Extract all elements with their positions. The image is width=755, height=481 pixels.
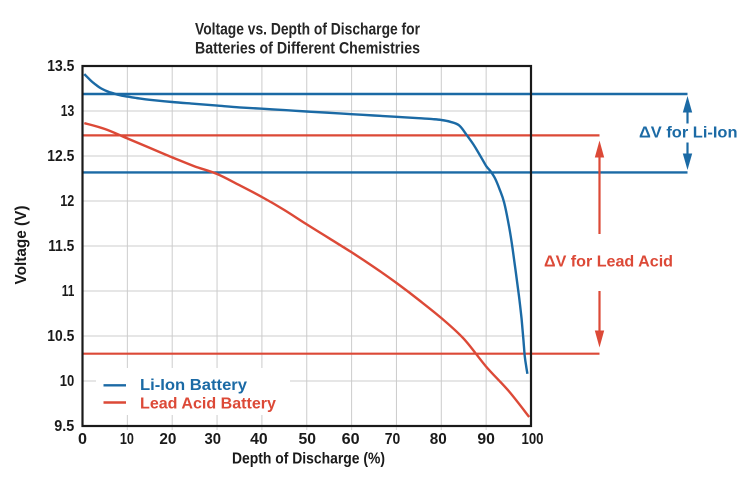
svg-text:100: 100: [522, 431, 544, 448]
svg-text:11: 11: [62, 283, 75, 300]
svg-text:9.5: 9.5: [54, 418, 74, 435]
svg-text:ΔV for Lead Acid: ΔV for Lead Acid: [544, 254, 673, 271]
svg-text:90: 90: [477, 431, 495, 448]
svg-text:ΔV for Li-Ion: ΔV for Li-Ion: [639, 125, 738, 142]
svg-text:20: 20: [159, 431, 176, 448]
svg-text:Li-Ion Battery: Li-Ion Battery: [140, 377, 247, 394]
svg-text:0: 0: [78, 431, 87, 448]
svg-text:Depth of Discharge (%): Depth of Discharge (%): [232, 450, 385, 467]
svg-text:13: 13: [61, 103, 75, 120]
svg-text:40: 40: [250, 431, 268, 448]
svg-text:Batteries of Different Chemist: Batteries of Different Chemistries: [195, 40, 420, 58]
svg-text:30: 30: [205, 431, 222, 448]
svg-text:80: 80: [430, 431, 447, 448]
svg-text:10.5: 10.5: [47, 328, 74, 345]
svg-text:10: 10: [120, 431, 134, 448]
svg-text:13.5: 13.5: [47, 58, 74, 75]
svg-text:Lead Acid Battery: Lead Acid Battery: [140, 395, 276, 412]
svg-text:12.5: 12.5: [47, 148, 74, 165]
svg-text:10: 10: [60, 373, 75, 390]
svg-text:60: 60: [342, 431, 360, 448]
svg-text:70: 70: [385, 431, 401, 448]
svg-text:Voltage (V): Voltage (V): [13, 206, 30, 285]
svg-text:50: 50: [299, 431, 317, 448]
svg-text:12: 12: [60, 193, 74, 210]
svg-text:11.5: 11.5: [48, 238, 74, 255]
svg-text:Voltage vs. Depth of Discharge: Voltage vs. Depth of Discharge for: [195, 21, 420, 39]
